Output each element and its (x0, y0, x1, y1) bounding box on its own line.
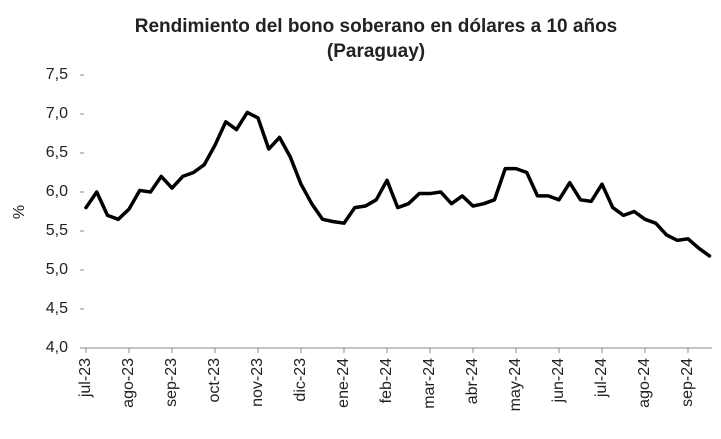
x-tick-label: jul-23 (77, 358, 94, 398)
x-tick-label: sep-24 (679, 358, 696, 407)
y-tick-label: 7,5 (46, 66, 68, 83)
y-tick-label: 5,0 (46, 261, 68, 278)
y-axis-label: % (11, 205, 28, 219)
x-tick-label: oct-23 (206, 358, 223, 403)
y-tick-label: 4,0 (46, 339, 68, 356)
x-tick-label: ene-24 (335, 358, 352, 408)
x-tick-label: nov-23 (249, 358, 266, 407)
x-tick-label: ago-23 (120, 358, 137, 408)
line (84, 110, 712, 258)
chart-subtitle: (Paraguay) (327, 41, 425, 62)
x-tick-label: sep-23 (163, 358, 180, 407)
y-tick-label: 6,5 (46, 144, 68, 161)
x-tick-label: ago-24 (636, 358, 653, 408)
y-tick-label: 6,0 (46, 183, 68, 200)
y-tick-label: 5,5 (46, 222, 68, 239)
x-tick-label: jun-24 (550, 358, 567, 404)
x-tick-label: mar-24 (421, 358, 438, 409)
x-tick-label: feb-24 (378, 358, 395, 403)
chart-title: Rendimiento del bono soberano en dólares… (135, 16, 618, 37)
x-tick-label: abr-24 (464, 358, 481, 404)
y-tick-label: 4,5 (46, 300, 68, 317)
x-tick-label: may-24 (507, 358, 524, 411)
x-tick-label: jul-24 (593, 358, 610, 398)
x-tick-label: dic-23 (292, 358, 309, 402)
y-tick-label: 7,0 (46, 105, 68, 122)
